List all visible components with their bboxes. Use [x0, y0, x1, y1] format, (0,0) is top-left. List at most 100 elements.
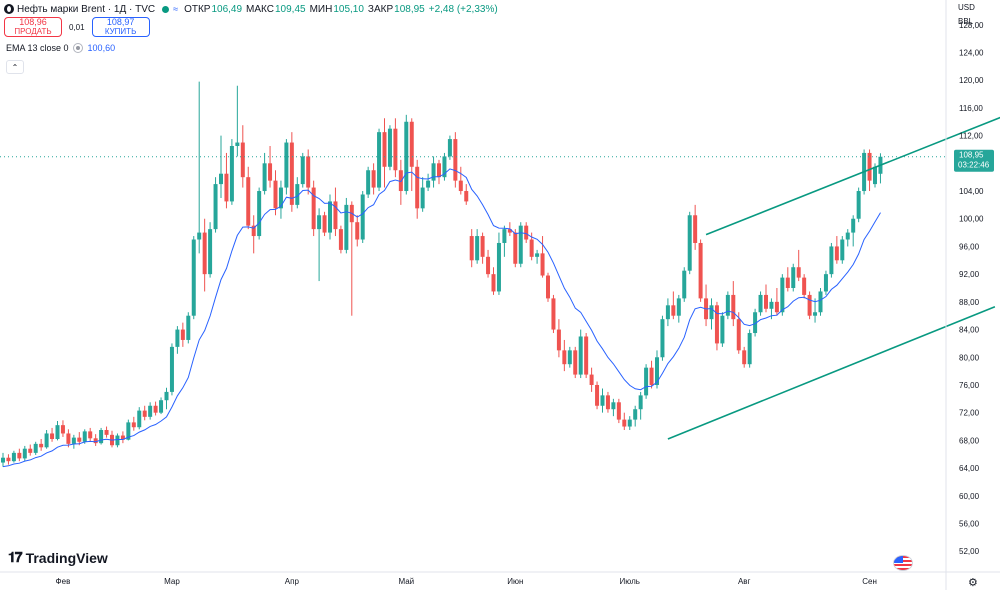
candle [175, 326, 180, 354]
candle [764, 284, 768, 313]
candle-body [491, 274, 496, 292]
visibility-eye-icon[interactable] [72, 43, 83, 53]
candle-body [317, 215, 322, 230]
candle [191, 236, 196, 320]
high-label: МАКС [246, 3, 274, 15]
candle [546, 272, 550, 302]
settings-gear-icon[interactable]: ⚙ [968, 577, 978, 589]
trendlines-layer [667, 104, 1000, 440]
unit-label[interactable]: BBL [958, 17, 974, 26]
us-flag-icon[interactable] [893, 555, 913, 571]
collapse-legend-button[interactable]: ⌃ [6, 60, 24, 74]
candle [229, 139, 234, 205]
candle [802, 274, 807, 299]
candle-body [1, 457, 5, 463]
candle-body [322, 215, 327, 233]
price-tick-label: 124,00 [959, 48, 984, 57]
candle-body [377, 132, 382, 188]
candle-body [11, 452, 16, 462]
candle [567, 346, 572, 368]
candle-body [426, 180, 431, 188]
indicator-legend[interactable]: EMA 13 close 0 100,60 [6, 43, 115, 53]
candle [633, 405, 638, 427]
candle-body [714, 305, 719, 344]
candle [464, 184, 469, 205]
candle [164, 387, 169, 410]
channel-trendline[interactable] [705, 104, 1000, 236]
candles-layer [1, 81, 883, 467]
candle [437, 159, 441, 185]
candle [268, 146, 273, 188]
candle [845, 229, 850, 247]
candle-body [611, 402, 616, 410]
channel-trendline[interactable] [667, 305, 996, 440]
candle-body [796, 267, 801, 278]
candle-body [518, 225, 523, 264]
candle [278, 180, 283, 219]
candle [333, 187, 338, 237]
candle-body [546, 275, 550, 299]
candle-body [633, 409, 638, 420]
sell-button[interactable]: 108,96 ПРОДАТЬ [4, 17, 62, 37]
candle-body [676, 298, 681, 316]
candle-body [475, 236, 480, 261]
candle [426, 173, 431, 192]
candle-body [469, 236, 474, 261]
candle-body [529, 239, 534, 257]
candle-body [507, 229, 512, 233]
candle-body [595, 384, 600, 406]
candle [404, 114, 409, 195]
candle [480, 232, 485, 264]
candle-body [556, 329, 561, 351]
candle-body [219, 173, 223, 185]
symbol-title[interactable]: Нефть марки Brent · 1Д · TVC [17, 3, 156, 15]
candle-body [338, 229, 343, 250]
candle-body [687, 215, 692, 271]
candle [676, 294, 681, 323]
time-tick-label: Июль [620, 577, 640, 586]
candle [131, 416, 136, 431]
candle-body [589, 374, 594, 385]
candle [551, 294, 556, 334]
time-axis[interactable]: Фев Мар Апр Май Июн Июль Авг Сен [56, 577, 877, 586]
candle [851, 215, 856, 247]
candle-body [834, 246, 839, 261]
candle-body [562, 350, 567, 365]
candle [840, 236, 845, 264]
candle [693, 204, 698, 250]
candle [496, 232, 501, 295]
candle-body [33, 443, 38, 453]
candle [6, 454, 11, 465]
candle [28, 444, 33, 456]
candle [813, 298, 818, 323]
candle [366, 166, 371, 198]
candle [562, 339, 567, 372]
candle-body [725, 294, 730, 316]
candle-body [208, 229, 213, 275]
currency-label[interactable]: USD [958, 3, 975, 12]
chevron-up-icon: ⌃ [11, 62, 19, 72]
candle [180, 322, 185, 347]
candle-body [540, 253, 545, 276]
candle-body [229, 146, 234, 202]
candle-body [856, 191, 861, 219]
time-tick-label: Авг [738, 577, 751, 586]
candle-body [115, 435, 120, 446]
candle [611, 398, 616, 417]
candle-body [513, 232, 518, 264]
candle-body [240, 142, 245, 178]
candle [442, 152, 447, 181]
candle-body [137, 410, 142, 428]
candle [213, 177, 218, 233]
trade-buttons: 108,96 ПРОДАТЬ 0,01 108,97 КУПИТЬ [4, 17, 150, 37]
candle-body [22, 448, 27, 459]
candle [780, 274, 785, 316]
candle [44, 430, 49, 449]
candle-body [148, 405, 153, 417]
candle [338, 225, 343, 254]
buy-button[interactable]: 108,97 КУПИТЬ [91, 17, 150, 37]
price-axis[interactable]: 52,00 56,00 60,00 64,00 68,00 72,00 76,00 80,00… [959, 21, 984, 556]
candle-body [709, 305, 714, 320]
candle [17, 448, 22, 462]
